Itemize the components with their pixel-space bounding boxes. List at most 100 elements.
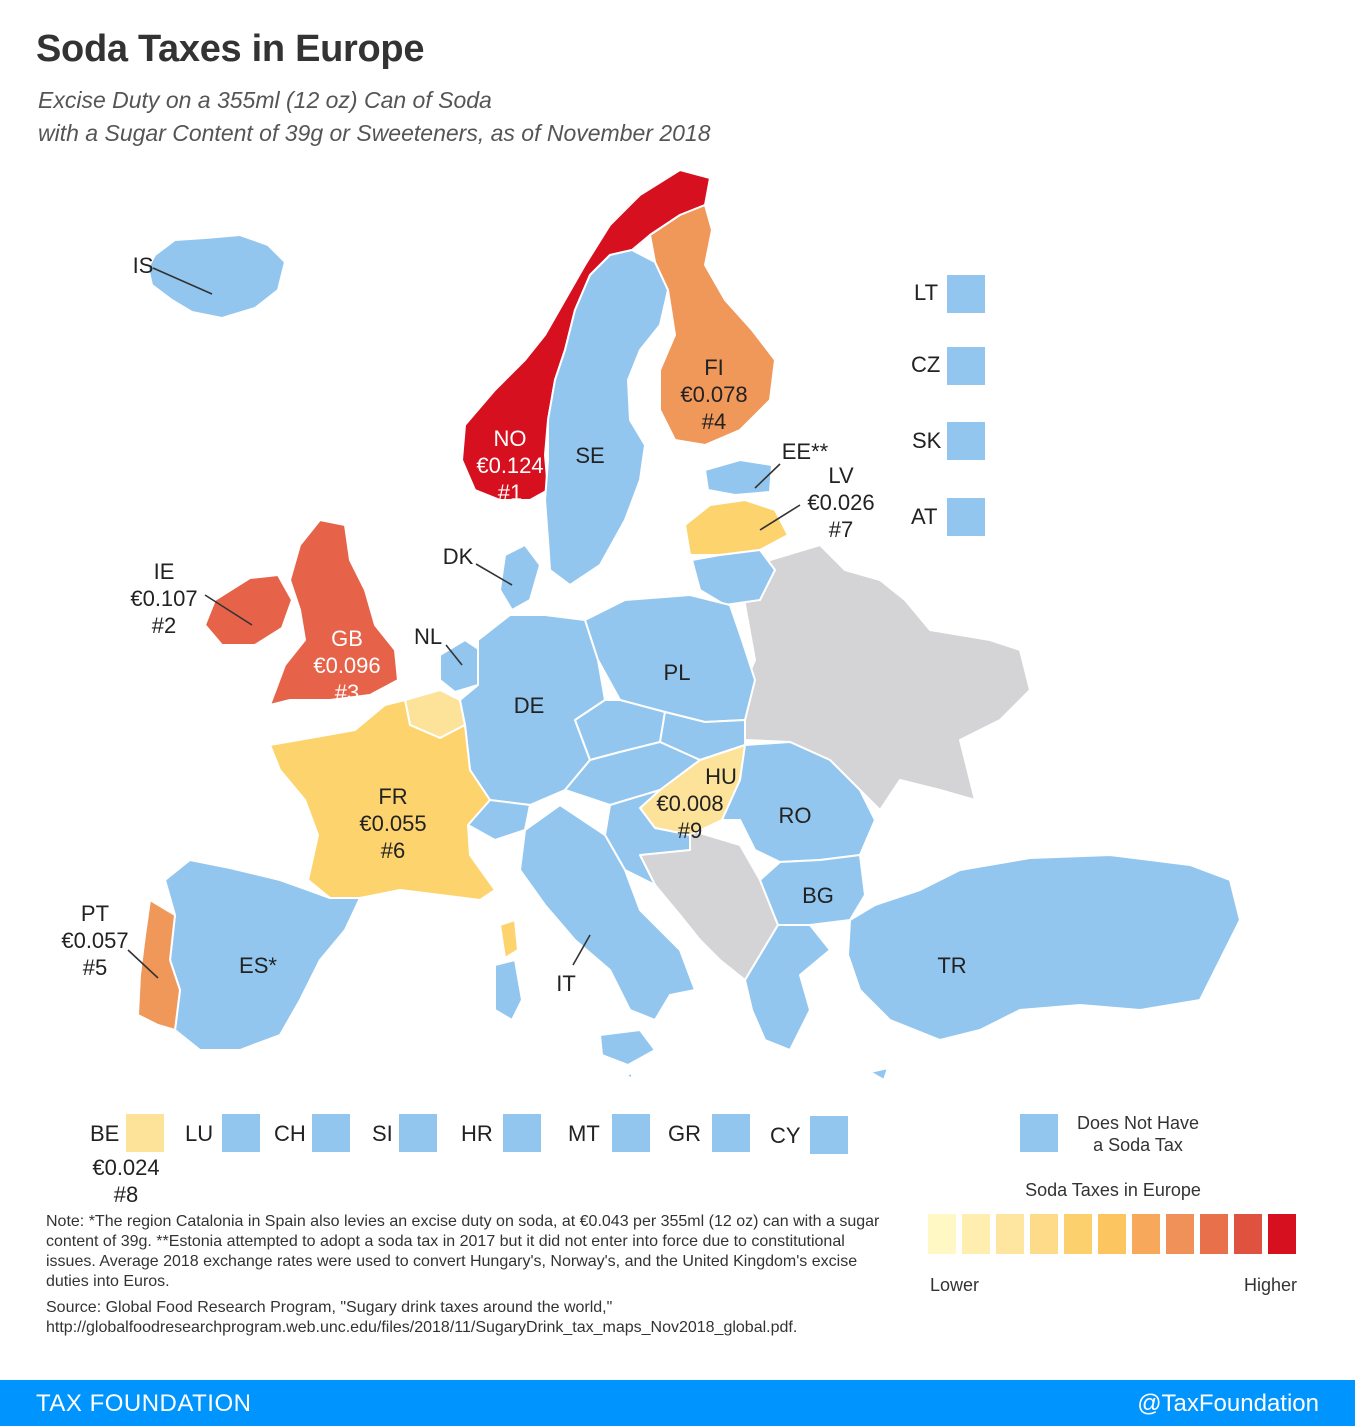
bottom-swatch-lu: [222, 1114, 260, 1152]
leader-dk: [475, 563, 513, 586]
page-subtitle: Excise Duty on a 355ml (12 oz) Can of So…: [38, 84, 711, 150]
legend-scale-step: [1234, 1214, 1262, 1254]
country-tr: [847, 854, 1241, 1041]
leader-ee: [754, 463, 781, 489]
notes: Note: *The region Catalonia in Spain als…: [46, 1212, 896, 1344]
label-ie: IE €0.107 #2: [130, 558, 197, 639]
bottom-swatch-cy: [810, 1116, 848, 1154]
leader-pt: [127, 949, 159, 979]
source-text: Source: Global Food Research Program, "S…: [46, 1299, 798, 1336]
label-fr-rank: #6: [380, 838, 406, 863]
subtitle-line-2: with a Sugar Content of 39g or Sweetener…: [38, 120, 711, 146]
label-es: ES*: [239, 953, 277, 978]
bottom-code-hr: HR: [461, 1121, 493, 1146]
leader-it: [572, 934, 591, 966]
country-dk: [499, 544, 541, 611]
bottom-code-ch: CH: [274, 1121, 306, 1146]
footer-handle[interactable]: @TaxFoundation: [1137, 1390, 1319, 1417]
bottom-be-rate: €0.024: [92, 1155, 160, 1180]
label-lv: LV €0.026 #7: [807, 462, 874, 543]
legend-scale-step: [996, 1214, 1024, 1254]
note-text: Note: *The region Catalonia in Spain als…: [46, 1213, 880, 1290]
label-gb-rank: #3: [334, 680, 360, 705]
bottom-be-values: €0.024 #8: [92, 1154, 159, 1208]
side-swatch-sk: [947, 422, 985, 460]
label-is: IS: [132, 253, 154, 278]
label-pt-rate: €0.057: [61, 928, 129, 953]
bottom-code-lu: LU: [185, 1121, 214, 1146]
map-svg: [127, 169, 1241, 1081]
legend-scale-low: Lower: [930, 1275, 980, 1295]
leader-is: [152, 267, 213, 295]
side-swatch-at: [947, 498, 985, 536]
legend-scale-title: Soda Taxes in Europe: [1025, 1180, 1201, 1200]
label-hu: HU €0.008 #9: [643, 763, 737, 844]
label-gb-rate: €0.096: [313, 653, 381, 678]
label-no-rate: €0.124: [476, 453, 544, 478]
bottom-code-si: SI: [372, 1121, 393, 1146]
label-pt-rank: #5: [82, 955, 108, 980]
label-de: DE: [513, 693, 545, 718]
legend-scale-step: [1268, 1214, 1296, 1254]
country-fr: [269, 699, 496, 901]
legend-scale-step: [1132, 1214, 1160, 1254]
label-ie-rate: €0.107: [130, 586, 198, 611]
country-it: [519, 804, 696, 1021]
label-hu-rate: €0.008: [656, 791, 724, 816]
region-ukraine-belarus-russia: [741, 544, 1031, 811]
legend-scale-step: [1098, 1214, 1126, 1254]
label-fi-rate: €0.078: [680, 382, 748, 407]
label-bg: BG: [802, 883, 834, 908]
label-it: IT: [556, 971, 576, 996]
side-code-cz: CZ: [911, 352, 941, 377]
country-it-sicily: [599, 1029, 656, 1066]
legend-no-tax-line-1: Does Not Have: [1076, 1113, 1200, 1133]
legend-scale-step: [928, 1214, 956, 1254]
side-code-at: AT: [911, 504, 938, 529]
label-no: NO €0.124 #1: [476, 425, 543, 506]
bottom-swatch-gr: [712, 1114, 750, 1152]
page-title: Soda Taxes in Europe: [36, 28, 425, 70]
label-ie-rank: #2: [151, 613, 177, 638]
label-fi-rank: #4: [701, 409, 727, 434]
country-pt: [137, 899, 181, 1031]
country-lt: [691, 549, 776, 606]
label-hu-code: HU: [705, 764, 737, 789]
label-lv-rank: #7: [828, 517, 854, 542]
legend-scale-step: [962, 1214, 990, 1254]
country-mt: [625, 1072, 633, 1080]
legend-no-tax-line-2: a Soda Tax: [1093, 1135, 1183, 1155]
country-gr: [744, 924, 831, 1051]
label-lv-code: LV: [828, 463, 854, 488]
bottom-code-cy: CY: [770, 1123, 801, 1148]
country-pl: [584, 594, 756, 723]
leader-lv: [759, 504, 801, 531]
label-no-rank: #1: [497, 480, 523, 505]
country-fr-corsica: [499, 919, 519, 959]
label-gb: GB €0.096 #3: [313, 625, 380, 706]
leader-nl: [445, 644, 463, 666]
side-code-sk: SK: [912, 428, 942, 453]
bottom-code-be: BE: [90, 1121, 120, 1146]
label-fi: FI €0.078 #4: [680, 354, 747, 435]
label-fr-code: FR: [378, 784, 408, 809]
bottom-code-gr: GR: [668, 1121, 701, 1146]
country-ie: [204, 574, 293, 646]
label-se: SE: [575, 443, 605, 468]
label-tr: TR: [937, 953, 967, 978]
legend-no-tax-swatch: [1020, 1114, 1058, 1152]
country-it-sardinia: [494, 959, 523, 1021]
country-fi: [649, 204, 776, 446]
bottom-swatch-mt: [612, 1114, 650, 1152]
country-nl: [439, 639, 481, 693]
legend-scale-step: [1064, 1214, 1092, 1254]
europe-map: IS NO €0.124 #1 SE FI €0.078 #4 EE** LV …: [0, 160, 1355, 1120]
label-fi-code: FI: [704, 355, 724, 380]
label-ie-code: IE: [153, 559, 175, 584]
label-hu-rank: #9: [677, 818, 703, 843]
label-ee: EE**: [781, 439, 829, 464]
side-swatch-lt: [947, 275, 985, 313]
label-pt-code: PT: [80, 901, 110, 926]
subtitle-line-1: Excise Duty on a 355ml (12 oz) Can of So…: [38, 87, 492, 113]
bottom-swatch-si: [399, 1114, 437, 1152]
